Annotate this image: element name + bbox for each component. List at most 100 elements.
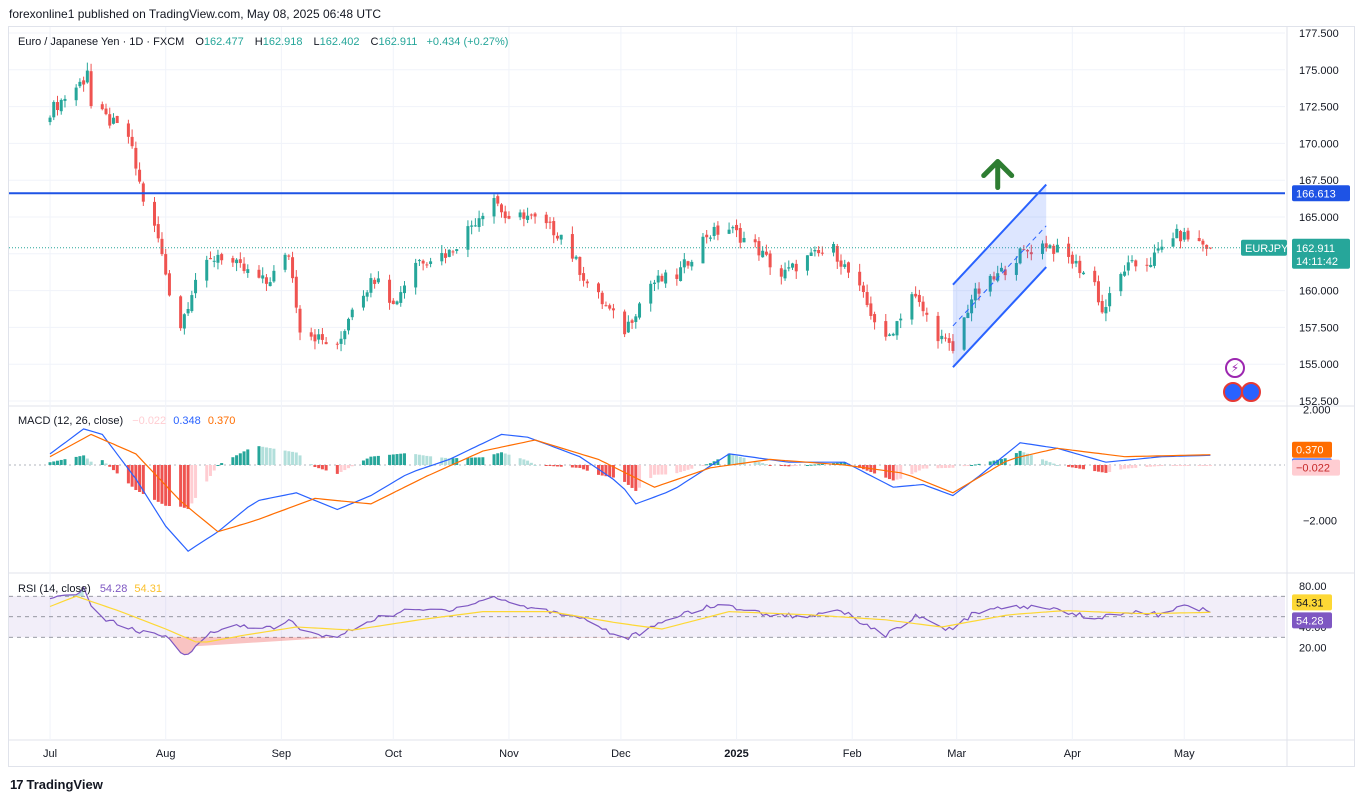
candle-body [264, 277, 268, 284]
resistance-price-tag-bg [1292, 185, 1350, 202]
macd-histogram-bar [317, 465, 321, 469]
candle-body [63, 98, 67, 101]
candle-body [376, 278, 380, 283]
candle-body [186, 308, 190, 314]
candle-body [914, 293, 918, 297]
rsi-band [9, 596, 1285, 638]
macd-histogram-bar [708, 463, 712, 465]
candle-body [716, 225, 720, 235]
macd-histogram-bar [153, 465, 157, 500]
rsi-line [49, 586, 1211, 656]
macd-histogram-bar [141, 465, 145, 494]
macd-histogram-bar [499, 452, 503, 465]
macd-histogram-bar [212, 465, 216, 471]
candle-body [100, 104, 104, 110]
macd-histogram-bar [559, 465, 563, 467]
macd-histogram-bar [388, 454, 392, 465]
candle-body [421, 260, 425, 264]
candle-body [1108, 293, 1112, 307]
macd-histogram-bar [600, 465, 604, 476]
macd-histogram-bar [813, 464, 817, 466]
candle-body [936, 315, 940, 342]
macd-histogram-bar [656, 465, 660, 475]
macd-histogram-bar [757, 462, 761, 465]
tradingview-mark-icon: 17 [10, 777, 24, 792]
macd-histogram-bar [1201, 465, 1205, 466]
event-icon[interactable] [1241, 382, 1261, 402]
macd-histogram-bar [817, 464, 821, 466]
time-tick-label: Nov [499, 748, 519, 760]
candle-body [1029, 252, 1033, 255]
macd-histogram-bar [820, 463, 824, 465]
candle-body [1003, 269, 1007, 276]
candle-body [1104, 307, 1108, 314]
macd-histogram-bar [1205, 465, 1209, 466]
macd-histogram-bar [1156, 465, 1160, 467]
macd-histogram-bar [1078, 465, 1082, 469]
candle-body [738, 228, 742, 243]
macd-histogram-bar [481, 457, 485, 465]
macd-histogram-bar [100, 460, 104, 465]
rsi-ma-tag: 54.31 [1296, 597, 1324, 609]
macd-histogram-bar [373, 456, 377, 465]
macd-histogram-bar [716, 459, 720, 465]
rsi-ma-value: 54.31 [134, 583, 162, 595]
candle-body [649, 283, 653, 304]
macd-histogram-bar [1175, 465, 1179, 466]
candle-body [686, 261, 690, 266]
macd-histogram-bar [735, 455, 739, 465]
time-tick-label: Aug [156, 748, 176, 760]
rsi-overbought-fill [57, 587, 84, 597]
event-icon[interactable] [1223, 382, 1243, 402]
candle-body [283, 254, 287, 270]
candle-body [309, 332, 313, 337]
macd-histogram-bar [1123, 465, 1127, 469]
candle-body [652, 282, 656, 284]
candle-body [634, 316, 638, 323]
candle-body [1208, 247, 1212, 249]
time-tick-label: Jul [43, 748, 57, 760]
candle-body [1171, 238, 1175, 247]
candle-body [208, 258, 212, 260]
candle-body [164, 254, 168, 275]
candle-body [294, 276, 298, 308]
macd-histogram-bar [63, 459, 67, 465]
macd-name[interactable]: MACD (12, 26, close) [18, 415, 124, 427]
macd-histogram-bar [921, 465, 925, 469]
candle-body [85, 70, 89, 83]
candle-body [794, 263, 798, 272]
symbol-label[interactable]: Euro / Japanese Yen · 1D · FXCM [18, 36, 185, 48]
macd-histogram-bar [402, 453, 406, 465]
macd-histogram-bar [492, 454, 496, 465]
candle-body [473, 225, 477, 227]
rsi-name[interactable]: RSI (14, close) [18, 583, 91, 595]
candle-body [298, 308, 302, 333]
macd-histogram-bar [1026, 453, 1030, 465]
candle-body [507, 215, 511, 219]
candle-body [1186, 230, 1190, 240]
macd-histogram-bar [242, 451, 246, 465]
candle-body [925, 312, 929, 315]
macd-histogram-bar [417, 454, 421, 465]
candle-body [1018, 248, 1022, 264]
rsi-tag: 54.28 [1296, 615, 1324, 627]
candle-body [727, 229, 731, 234]
macd-histogram-bar [130, 465, 134, 487]
candle-body [402, 285, 406, 294]
price-tick-label: 160.000 [1299, 286, 1339, 298]
candle-body [559, 234, 563, 240]
macd-histogram-bar [473, 457, 477, 465]
macd-histogram-bar [791, 465, 795, 467]
macd-hist-value: −0.022 [132, 415, 167, 427]
lightning-icon[interactable]: ⚡ [1225, 358, 1245, 378]
tradingview-logo[interactable]: 17 TradingView [10, 777, 103, 792]
candle-body [268, 282, 272, 287]
macd-histogram-bar [936, 465, 940, 469]
candle-body [891, 333, 895, 336]
candle-body [656, 275, 660, 283]
macd-histogram-bar [1108, 465, 1112, 473]
candle-body [444, 253, 448, 258]
macd-histogram-bar [529, 462, 533, 465]
macd-histogram-bar [89, 461, 93, 465]
